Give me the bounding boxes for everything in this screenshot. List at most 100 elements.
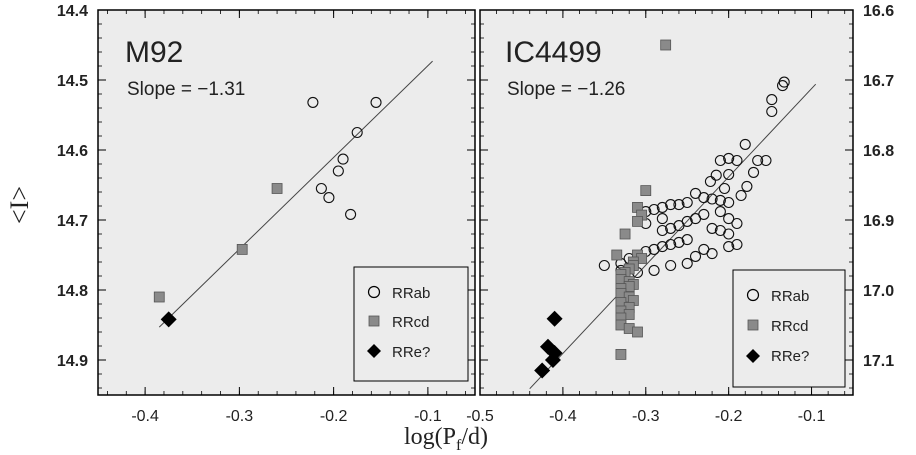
point-rrab bbox=[766, 94, 778, 106]
point-rrab bbox=[370, 96, 382, 108]
y-tick-label: 17.0 bbox=[863, 283, 894, 300]
point-rrab bbox=[351, 126, 363, 139]
point-rrcd bbox=[236, 243, 248, 255]
point-rrab bbox=[656, 241, 668, 253]
point-rrab bbox=[723, 152, 735, 164]
point-rrcd bbox=[615, 348, 627, 360]
legend-marker-rrab bbox=[367, 285, 381, 299]
point-rrab bbox=[752, 154, 764, 167]
x-axis-label: log(Pf/d) bbox=[404, 424, 488, 454]
slope-label: Slope = −1.26 bbox=[507, 79, 625, 100]
point-rrab bbox=[681, 234, 693, 246]
point-rrcd bbox=[271, 183, 283, 194]
point-rrab bbox=[723, 213, 735, 225]
point-rrab bbox=[766, 105, 778, 118]
point-rrab bbox=[656, 224, 668, 237]
panel-ic4499: IC4499 Slope = −1.26 -0.5 -0.4 -0.3 -0.2 -0.… bbox=[466, 3, 894, 425]
point-rrab bbox=[648, 203, 660, 216]
legend-label-rrcd: RRcd bbox=[392, 314, 430, 331]
x-tick-label: -0.1 bbox=[414, 408, 442, 425]
legend-marker-rre bbox=[367, 344, 381, 358]
point-rrab bbox=[648, 243, 660, 255]
point-rre bbox=[546, 310, 563, 327]
point-rrab bbox=[714, 154, 726, 167]
y-tick-label: 17.1 bbox=[863, 353, 894, 370]
point-rrab bbox=[665, 199, 677, 211]
point-rrab bbox=[656, 201, 668, 213]
point-rre bbox=[534, 362, 551, 379]
point-rrcd bbox=[619, 228, 631, 240]
legend: RRab RRcd RRe? bbox=[353, 266, 469, 382]
point-rrab bbox=[723, 196, 735, 209]
point-rrab bbox=[704, 175, 716, 188]
point-rrab bbox=[665, 238, 677, 251]
point-rrab bbox=[723, 168, 735, 181]
legend-label-rrab: RRab bbox=[392, 285, 430, 302]
point-rrab bbox=[307, 96, 319, 108]
point-rrab bbox=[689, 250, 702, 262]
point-rrcd bbox=[660, 39, 672, 51]
fit-line bbox=[529, 83, 817, 390]
point-rrab bbox=[673, 220, 685, 232]
point-rrab bbox=[731, 154, 743, 167]
x-tick-label: -0.2 bbox=[715, 408, 743, 425]
x-tick-label: -0.4 bbox=[131, 408, 159, 425]
y-tick-label: 16.9 bbox=[863, 213, 894, 230]
point-rrab bbox=[723, 241, 735, 253]
point-rrab bbox=[731, 238, 743, 251]
x-tick-label: -0.1 bbox=[798, 408, 826, 425]
fit-line-group bbox=[158, 60, 433, 328]
x-tick-label: -0.2 bbox=[320, 408, 348, 425]
point-rrab bbox=[656, 213, 668, 225]
tick-group: -0.5 -0.4 -0.3 -0.2 -0.1 16.6 16.7 16.8 16.9 17.0… bbox=[466, 3, 894, 425]
fit-line-group bbox=[529, 83, 817, 390]
point-rrab bbox=[323, 192, 335, 204]
point-rrab bbox=[345, 208, 357, 220]
point-rrab bbox=[731, 217, 743, 230]
point-rrab bbox=[665, 259, 677, 272]
point-rrab bbox=[710, 169, 722, 181]
point-rrab bbox=[718, 182, 731, 195]
fit-line bbox=[158, 60, 433, 328]
legend-label-rre: RRe? bbox=[771, 348, 809, 365]
point-rrab bbox=[673, 236, 685, 248]
marks-group bbox=[534, 39, 790, 379]
legend-marker-rre bbox=[746, 349, 760, 363]
point-rrab bbox=[760, 154, 772, 167]
legend-marker-rrcd bbox=[747, 319, 759, 331]
y-tick-label: 16.6 bbox=[863, 3, 894, 20]
point-rrab bbox=[681, 257, 693, 269]
point-rrab bbox=[741, 180, 753, 192]
point-rrab bbox=[337, 153, 349, 165]
x-tick-label: -0.5 bbox=[466, 408, 494, 425]
y-tick-label: 16.8 bbox=[863, 143, 894, 160]
point-rre bbox=[160, 311, 177, 328]
y-tick-label: 14.5 bbox=[57, 73, 88, 90]
point-rrcd bbox=[640, 185, 652, 197]
point-rrab bbox=[778, 76, 790, 88]
x-tick-label: -0.3 bbox=[632, 408, 660, 425]
y-tick-label: 16.7 bbox=[863, 73, 894, 90]
tick-group: -0.4 -0.3 -0.2 -0.1 14.4 14.5 14.6 14.7 14.8 14.9 bbox=[57, 3, 475, 425]
x-tick-label: -0.3 bbox=[226, 408, 254, 425]
x-tick-label: -0.4 bbox=[549, 408, 577, 425]
legend: RRab RRcd RRe? bbox=[732, 269, 846, 388]
point-rrab bbox=[315, 182, 327, 195]
point-rrab bbox=[747, 166, 760, 178]
point-rrab bbox=[714, 206, 726, 218]
point-rrcd bbox=[632, 326, 643, 338]
point-rrab bbox=[735, 189, 747, 202]
y-tick-label: 14.8 bbox=[57, 283, 88, 300]
point-rrcd bbox=[153, 291, 165, 303]
legend-label-rrcd: RRcd bbox=[771, 318, 809, 335]
point-rrab bbox=[332, 165, 344, 177]
panel-m92: M92 Slope = −1.31 -0.4 -0.3 -0.2 -0.1 14.4 14… bbox=[57, 3, 476, 425]
y-tick-label: 14.6 bbox=[57, 143, 88, 160]
panel-title: M92 bbox=[125, 36, 183, 69]
point-rrcd bbox=[632, 215, 643, 227]
y-tick-label: 14.7 bbox=[57, 213, 88, 230]
point-rrab bbox=[714, 194, 726, 206]
point-rre bbox=[544, 352, 561, 368]
point-rrab bbox=[739, 138, 751, 150]
